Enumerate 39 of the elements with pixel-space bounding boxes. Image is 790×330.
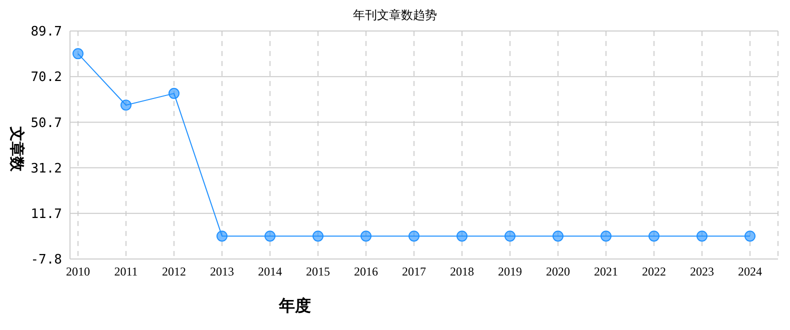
- x-tick-label: 2024: [738, 264, 762, 279]
- point: [312, 230, 324, 242]
- x-tick-label: 2023: [690, 264, 714, 279]
- y-tick-label: 11.7: [30, 207, 62, 222]
- x-tick-label: 2019: [498, 264, 522, 279]
- x-tick-label: 2022: [642, 264, 666, 279]
- point: [504, 230, 516, 242]
- x-tick-label: 2014: [258, 264, 282, 279]
- x-tick-label: 2018: [450, 264, 474, 279]
- x-tick-label: 2011: [114, 264, 138, 279]
- y-axis-title: 文章数: [8, 126, 26, 172]
- x-tick-label: 2020: [546, 264, 570, 279]
- y-tick-label: 50.7: [30, 116, 62, 131]
- x-tick-label: 2010: [66, 264, 90, 279]
- point: [408, 230, 420, 242]
- point: [264, 230, 276, 242]
- point: [120, 100, 132, 111]
- point: [360, 230, 372, 242]
- x-axis-title: 年度: [278, 296, 311, 315]
- x-tick-label: 2012: [162, 264, 186, 279]
- chart-title: 年刊文章数趋势: [352, 7, 438, 24]
- y-tick-label: -7.8: [30, 252, 62, 268]
- point: [168, 88, 180, 99]
- x-tick-label: 2013: [210, 264, 234, 279]
- point: [600, 230, 612, 242]
- y-tick-label: 31.2: [30, 161, 62, 176]
- point: [456, 230, 468, 242]
- x-tick-label: 2021: [594, 264, 618, 279]
- point: [216, 230, 228, 242]
- x-tick-label: 2016: [354, 264, 378, 279]
- point: [72, 48, 84, 60]
- x-tick-label: 2017: [402, 264, 426, 279]
- y-tick-label: 89.7: [30, 24, 62, 40]
- point: [744, 230, 756, 242]
- x-tick-label: 2015: [306, 264, 330, 279]
- y-tick-label: 70.2: [30, 70, 62, 86]
- point: [648, 230, 660, 242]
- point: [552, 230, 564, 242]
- point: [696, 230, 708, 242]
